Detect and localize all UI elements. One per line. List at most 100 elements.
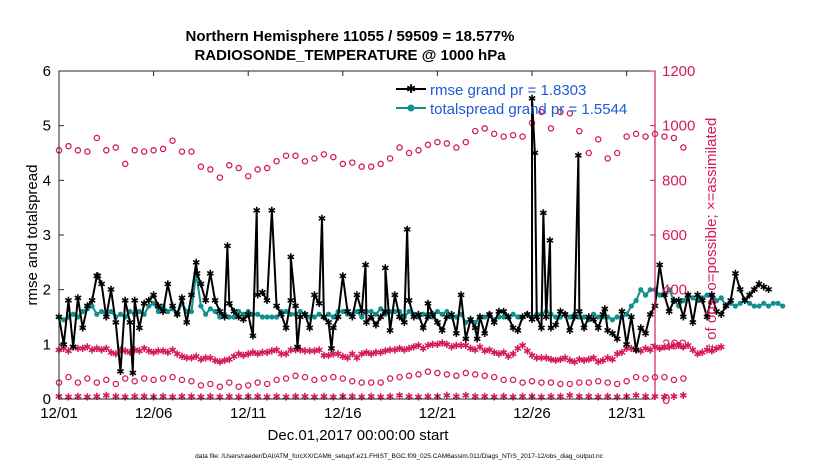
obs-assimilated-point: ✱ xyxy=(211,356,219,367)
obs-assimilated-point: ✱ xyxy=(533,354,541,365)
rmse-point: ✱ xyxy=(149,291,157,302)
rmse-point: ✱ xyxy=(343,307,351,318)
totalspread-point xyxy=(624,311,630,317)
obs-assimilated-point: ✱ xyxy=(306,347,314,358)
obs-assimilated-point: ✱ xyxy=(173,349,181,360)
obs-possible-point xyxy=(282,152,290,159)
obs-possible-point xyxy=(74,147,82,154)
obs-assimilated-point: ✱ xyxy=(272,345,280,356)
obs-assimilated-point: ✱ xyxy=(509,392,517,403)
rmse-point: ✱ xyxy=(414,310,422,321)
rmse-point: ✱ xyxy=(457,291,465,302)
totalspread-point xyxy=(444,308,450,315)
obs-possible-point xyxy=(197,163,205,170)
obs-assimilated-point: ✱ xyxy=(140,392,148,403)
totalspread-point xyxy=(510,311,516,317)
totalspread-point xyxy=(704,292,710,298)
obs-assimilated-point: ✱ xyxy=(216,358,224,369)
obs-assimilated-point: ✱ xyxy=(116,345,124,356)
obs-assimilated-point: ✱ xyxy=(220,356,228,367)
y-right-tick-label: 600 xyxy=(662,227,687,244)
rmse-point: ✱ xyxy=(154,302,162,313)
obs-possible-point xyxy=(661,373,668,381)
obs-assimilated-point: ✱ xyxy=(551,356,559,367)
rmse-point: ✱ xyxy=(220,313,228,324)
obs-possible-point xyxy=(358,379,365,386)
legend-rmse-marker: ✱ xyxy=(406,82,416,96)
obs-assimilated-point: ✱ xyxy=(395,391,403,402)
obs-assimilated-point: ✱ xyxy=(83,343,91,354)
rmse-point: ✱ xyxy=(287,252,295,263)
obs-assimilated-point: ✱ xyxy=(717,343,725,354)
obs-possible-point xyxy=(65,373,72,381)
obs-assimilated-point: ✱ xyxy=(130,345,138,356)
totalspread-point xyxy=(553,314,559,320)
obs-assimilated-point: ✱ xyxy=(102,391,110,402)
rmse-point: ✱ xyxy=(523,310,531,321)
obs-possible-point xyxy=(84,375,91,382)
rmse-point: ✱ xyxy=(173,310,181,321)
obs-assimilated-point: ✱ xyxy=(698,348,706,359)
rmse-point: ✱ xyxy=(93,272,101,283)
obs-assimilated-point: ✱ xyxy=(301,392,309,403)
obs-assimilated-point: ✱ xyxy=(518,341,526,352)
totalspread-point xyxy=(690,295,696,301)
obs-assimilated-point: ✱ xyxy=(485,345,493,356)
rmse-point: ✱ xyxy=(339,272,347,283)
obs-assimilated-point: ✱ xyxy=(490,348,498,359)
obs-assimilated-point: ✱ xyxy=(708,347,716,358)
rmse-point: ✱ xyxy=(452,329,460,340)
rmse-point: ✱ xyxy=(249,332,257,343)
obs-assimilated-point: ✱ xyxy=(74,392,82,403)
rmse-point: ✱ xyxy=(419,323,427,334)
rmse-point: ✱ xyxy=(291,302,299,313)
rmse-point: ✱ xyxy=(126,318,134,329)
rmse-point: ✱ xyxy=(656,261,664,272)
rmse-point: ✱ xyxy=(646,310,654,321)
rmse-point: ✱ xyxy=(499,307,507,318)
obs-possible-point xyxy=(519,133,526,140)
rmse-point: ✱ xyxy=(504,313,512,324)
chart-subtitle: RADIOSONDE_TEMPERATURE @ 1000 hPa xyxy=(194,47,506,64)
totalspread-point xyxy=(756,303,762,309)
obs-possible-point xyxy=(405,372,413,380)
rmse-point: ✱ xyxy=(473,334,481,345)
obs-possible-point xyxy=(121,375,129,382)
rmse-point: ✱ xyxy=(665,307,673,318)
rmse-point: ✱ xyxy=(471,323,479,334)
obs-possible-point xyxy=(613,380,621,388)
totalspread-point xyxy=(761,300,767,306)
rmse-point: ✱ xyxy=(556,307,564,318)
obs-assimilated-point: ✱ xyxy=(386,392,394,403)
rmse-point: ✱ xyxy=(112,318,120,329)
obs-assimilated-point: ✱ xyxy=(88,345,96,356)
obs-assimilated-point: ✱ xyxy=(93,392,101,403)
totalspread-point xyxy=(420,311,426,317)
totalspread-point xyxy=(732,303,739,309)
totalspread-point xyxy=(108,308,114,315)
rmse-point: ✱ xyxy=(60,340,68,351)
obs-possible-point xyxy=(594,377,602,385)
rmse-point: ✱ xyxy=(353,291,361,302)
rmse-point: ✱ xyxy=(561,310,569,321)
rmse-point: ✱ xyxy=(263,296,271,307)
obs-possible-point xyxy=(434,138,441,146)
totalspread-point xyxy=(297,308,303,315)
rmse-point: ✱ xyxy=(293,343,301,354)
obs-possible-point xyxy=(623,377,630,385)
rmse-point: ✱ xyxy=(574,151,582,162)
series-obs-assimilated: ✱✱✱✱✱✱✱✱✱✱✱✱✱✱✱✱✱✱✱✱✱✱✱✱✱✱✱✱✱✱✱✱✱✱✱✱✱✱✱✱… xyxy=(55,338,726,403)
rmse-point: ✱ xyxy=(537,323,545,334)
rmse-point: ✱ xyxy=(547,323,555,334)
obs-possible-point xyxy=(585,379,593,386)
legend-totalspread-label: totalspread grand pr = 1.5544 xyxy=(430,101,627,118)
obs-possible-point xyxy=(538,379,545,386)
obs-assimilated-point: ✱ xyxy=(201,354,209,365)
y-left-tick-label: 0 xyxy=(43,391,51,408)
obs-possible-point xyxy=(216,383,224,390)
obs-assimilated-point: ✱ xyxy=(452,341,460,352)
rmse-point: ✱ xyxy=(206,269,214,280)
obs-assimilated-point: ✱ xyxy=(613,392,621,403)
obs-assimilated-point: ✱ xyxy=(693,349,701,360)
legend: ✱ rmse grand pr = 1.8303 totalspread gra… xyxy=(396,82,627,118)
